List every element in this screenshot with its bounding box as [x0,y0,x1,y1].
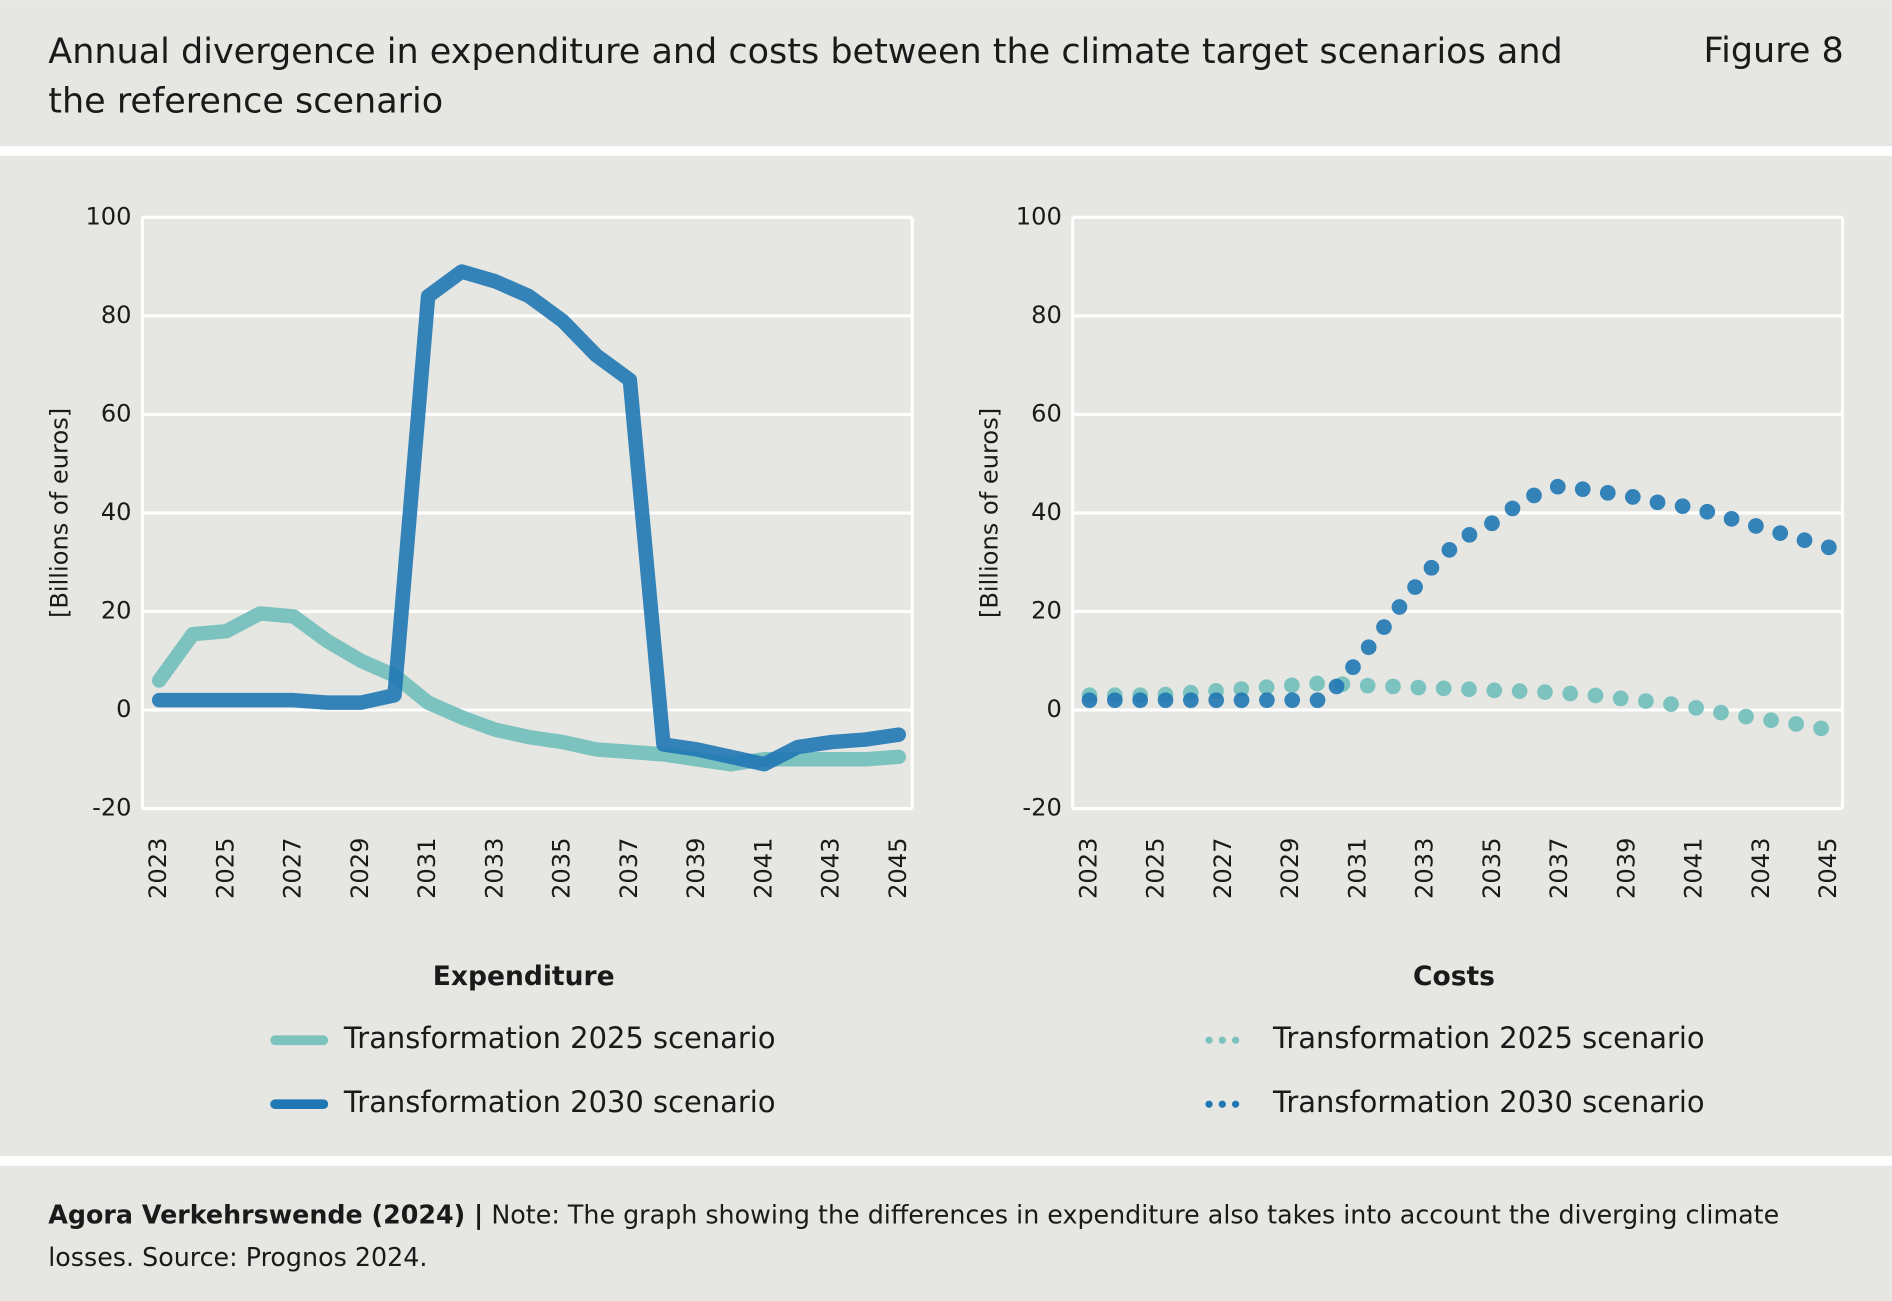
y-tick-label: -20 [92,794,131,822]
legend-title: Costs [1413,961,1495,992]
y-tick-label: 60 [1031,399,1062,427]
x-tick-label: 2037 [615,838,643,899]
x-tick-label: 2033 [1411,838,1439,899]
legend-title: Expenditure [433,961,615,992]
x-tick-label: 2031 [413,838,441,899]
y-tick-label: 80 [101,301,132,329]
source: Agora Verkehrswende (2024) | [48,1200,484,1230]
x-tick-label: 2043 [817,838,845,899]
x-tick-label: 2027 [1209,838,1237,899]
x-tick-label: 2027 [279,838,307,899]
legend-label: Transformation 2030 scenario [343,1085,776,1119]
series-line [1081,478,1837,709]
y-tick-label: -20 [1022,794,1061,822]
legend-label: Transformation 2025 scenario [1272,1021,1705,1055]
legend-label: Transformation 2025 scenario [343,1021,776,1055]
y-axis-label: [Billions of euros] [45,408,73,618]
chart-panel [0,155,1892,1157]
x-tick-label: 2039 [1612,838,1640,899]
x-tick-label: 2035 [548,838,576,899]
y-tick-label: 0 [1046,695,1061,723]
title: Annual divergence in expenditure and cos… [48,30,1563,121]
figure-label: Figure 8 [1704,31,1844,71]
y-axis-label: [Billions of euros] [976,408,1004,618]
x-tick-label: 2031 [1343,838,1371,899]
x-tick-label: 2029 [346,838,374,899]
x-tick-label: 2041 [749,838,777,899]
y-tick-label: 20 [1031,596,1062,624]
x-tick-label: 2045 [1814,838,1842,899]
footer-box: Agora Verkehrswende (2024) | Note: The g… [48,1195,1846,1279]
y-tick-label: 40 [101,498,132,526]
x-tick-label: 2023 [1075,838,1103,899]
x-tick-label: 2039 [682,838,710,899]
charts: -20 0 20 40 60 80 100 2023 2025 2027 2029 2031 2033 2… [45,202,1845,1119]
title-box: Annual divergence in expenditure and cos… [48,30,1563,121]
x-tick-label: 2033 [480,838,508,899]
legend-label: Transformation 2030 scenario [1272,1085,1705,1119]
y-tick-label: 100 [1016,202,1062,230]
y-tick-label: 60 [101,399,132,427]
y-tick-label: 0 [116,695,131,723]
y-tick-label: 100 [85,202,131,230]
x-tick-label: 2043 [1747,838,1775,899]
x-tick-label: 2041 [1680,838,1708,899]
y-tick-label: 80 [1031,301,1062,329]
footer: Agora Verkehrswende (2024) | Note: The g… [48,1195,1846,1279]
note: Note: The graph showing the differences … [48,1200,1780,1272]
series-line [1081,675,1837,738]
x-tick-label: 2025 [1142,838,1170,899]
x-tick-label: 2025 [211,838,239,899]
x-tick-label: 2023 [144,838,172,899]
y-tick-label: 40 [1031,498,1062,526]
x-tick-label: 2037 [1545,838,1573,899]
series-line [151,264,907,772]
footer-band [0,1165,1892,1301]
x-tick-label: 2029 [1276,838,1304,899]
y-tick-label: 20 [101,596,132,624]
x-tick-label: 2045 [884,838,912,899]
x-tick-label: 2035 [1478,838,1506,899]
header-band [0,0,1892,147]
